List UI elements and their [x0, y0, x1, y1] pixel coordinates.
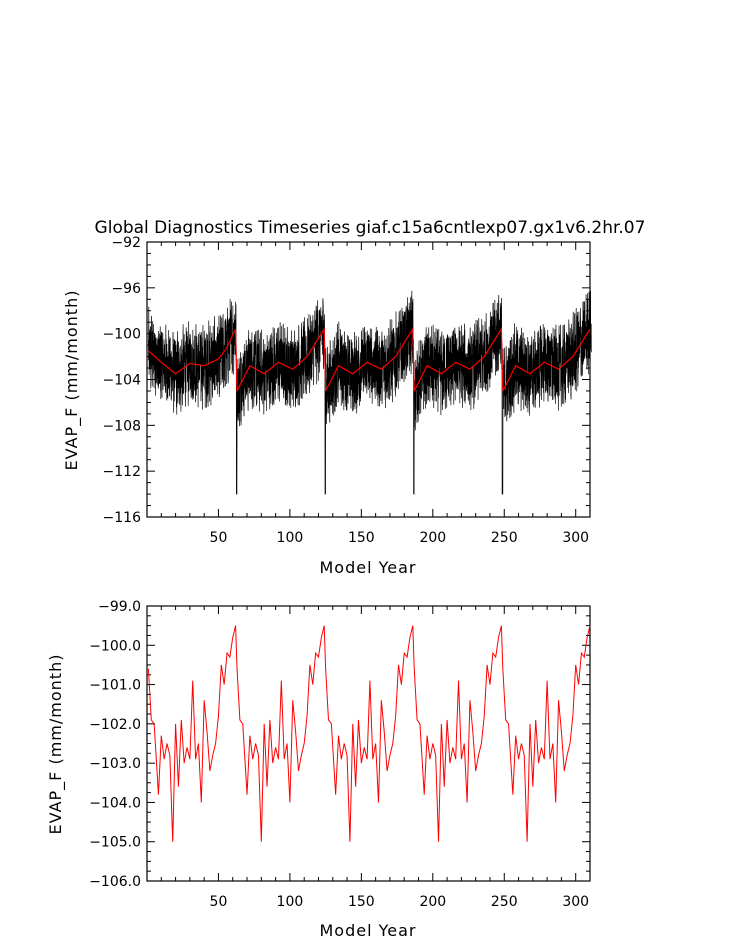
top-x-ticks: 50 100 150 200 250 300 [160, 242, 591, 546]
top-y-tick-label: −104 [103, 373, 142, 389]
bottom-x-tick-label: 200 [419, 894, 446, 910]
top-series-annual-mean [148, 327, 591, 392]
bottom-y-tick-label: −106.0 [89, 874, 141, 890]
bottom-y-tick-label: −102.0 [89, 717, 141, 733]
top-series-monthly [148, 290, 592, 495]
top-y-tick-label: −96 [111, 281, 141, 297]
top-y-tick-label: −92 [111, 235, 141, 251]
top-x-tick-label: 200 [419, 530, 446, 546]
bottom-y-ticks: −99.0 −100.0 −101.0 −102.0 −103.0 −104.0 −105.… [89, 599, 590, 890]
bottom-series [147, 625, 591, 842]
bottom-x-tick-label: 50 [210, 894, 228, 910]
bottom-y-tick-label: −100.0 [89, 638, 141, 654]
top-x-tick-label: 150 [348, 530, 375, 546]
top-x-tick-label: 250 [491, 530, 518, 546]
bottom-series-annual-mean [147, 625, 591, 842]
top-y-tick-label: −116 [103, 510, 142, 526]
bottom-x-tick-label: 150 [348, 894, 375, 910]
bottom-plot-frame [146, 605, 591, 882]
top-y-tick-label: −108 [103, 418, 141, 434]
bottom-y-tick-label: −103.0 [89, 756, 141, 772]
bottom-x-tick-label: 300 [562, 894, 589, 910]
chart-title: Global Diagnostics Timeseries giaf.c15a6… [95, 218, 646, 238]
top-y-ticks: −92 −96 −100 −104 −108 −112 −116 [103, 235, 590, 526]
bottom-x-ticks: 50 100 150 200 250 300 [160, 606, 591, 910]
top-x-tick-label: 50 [210, 530, 228, 546]
bottom-x-tick-label: 100 [277, 894, 304, 910]
top-x-tick-label: 300 [562, 530, 589, 546]
top-x-tick-label: 100 [277, 530, 304, 546]
bottom-y-axis-label: EVAP_F (mm/month) [46, 654, 66, 835]
top-y-axis-label: EVAP_F (mm/month) [62, 290, 82, 471]
top-panel: 50 100 150 200 250 300 −92 −96 −100 −104 −108 −112… [62, 235, 592, 577]
bottom-x-tick-label: 250 [491, 894, 518, 910]
top-x-axis-label: Model Year [320, 558, 417, 577]
top-series [148, 290, 592, 495]
bottom-y-tick-label: −105.0 [89, 835, 141, 851]
bottom-x-axis-label: Model Year [320, 921, 417, 940]
bottom-y-tick-label: −101.0 [89, 678, 141, 694]
bottom-y-tick-label: −99.0 [98, 599, 141, 615]
top-y-tick-label: −100 [103, 327, 141, 343]
top-y-tick-label: −112 [103, 464, 141, 480]
bottom-y-tick-label: −104.0 [89, 795, 141, 811]
bottom-panel: 50 100 150 200 250 300 −99.0 −100.0 −101.0 −102.… [46, 599, 591, 940]
